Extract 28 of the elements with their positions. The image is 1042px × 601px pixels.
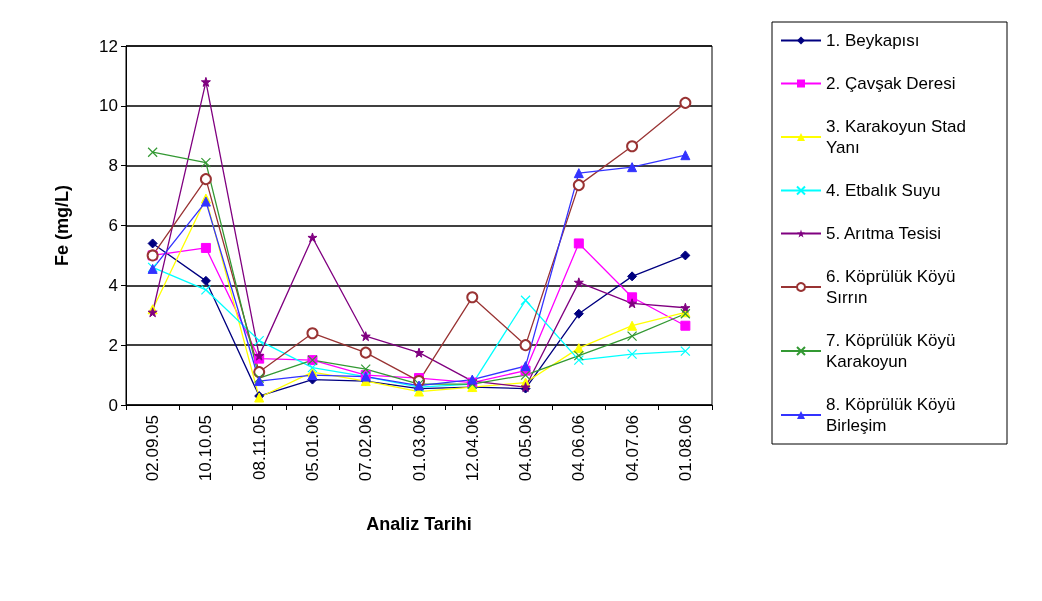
x-tick-label: 01.08.06 <box>675 415 695 482</box>
legend-label: 3. Karakoyun Stad Yanı <box>826 117 971 157</box>
x-tick-label: 07.02.06 <box>356 415 376 482</box>
x-tick-label: 10.10.05 <box>196 415 216 482</box>
y-tick-label: 8 <box>108 156 118 176</box>
x-tick-label: 04.05.06 <box>516 415 536 482</box>
y-tick-label: 2 <box>108 335 118 355</box>
x-tick-label: 08.11.05 <box>249 415 269 480</box>
x-tick-label: 05.01.06 <box>302 415 322 482</box>
legend-label: 2. Çavşak Deresi <box>826 74 956 93</box>
y-tick-label: 10 <box>99 96 118 116</box>
y-tick-label: 6 <box>108 216 118 235</box>
x-tick-label: 02.09.05 <box>143 415 163 482</box>
y-tick-label: 0 <box>108 395 118 415</box>
y-axis-title: Fe (mg/L) <box>52 185 72 266</box>
x-tick-label: 01.03.06 <box>409 415 429 482</box>
legend-label: 6. Köprülük Köyü Sırrın <box>826 267 961 307</box>
legend-label: 5. Arıtma Tesisi <box>826 224 941 243</box>
x-tick-label: 04.07.06 <box>622 415 642 482</box>
x-axis-title: Analiz Tarihi <box>366 514 472 534</box>
x-tick-label: 04.06.06 <box>569 415 589 482</box>
x-tick-label: 12.04.06 <box>462 415 482 482</box>
legend-label: 1. Beykapısı <box>826 31 920 50</box>
legend-label: 8. Köprülük Köyü Birleşim <box>826 395 961 435</box>
y-tick-label: 4 <box>108 275 118 295</box>
legend-label: 4. Etbalık Suyu <box>826 181 941 200</box>
legend-label: 7. Köprülük Köyü Karakoyun <box>826 331 961 371</box>
y-tick-label: 12 <box>99 36 118 56</box>
